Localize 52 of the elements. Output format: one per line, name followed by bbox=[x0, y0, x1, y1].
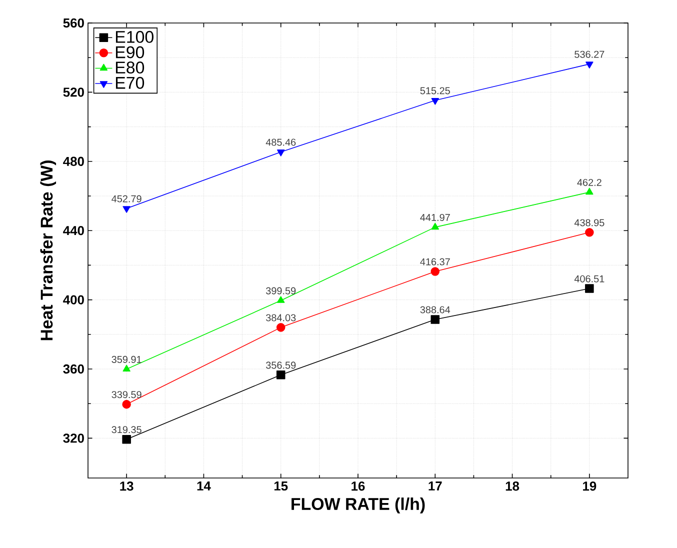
point bbox=[586, 188, 594, 195]
point bbox=[431, 222, 439, 230]
point bbox=[430, 315, 440, 324]
data-label: 462.2 bbox=[577, 178, 602, 186]
data-label: 515.25 bbox=[420, 87, 450, 94]
y-tick-label: 360 bbox=[63, 364, 84, 374]
x-axis-title: FLOW RATE (l/h) bbox=[292, 498, 425, 514]
data-label: 536.27 bbox=[574, 50, 604, 58]
data-label: 388.64 bbox=[420, 306, 450, 314]
x-tick-label: 18 bbox=[506, 482, 520, 491]
x-tick-label: 16 bbox=[352, 482, 365, 491]
point bbox=[430, 267, 440, 276]
y-tick-label: 520 bbox=[63, 88, 84, 97]
legend-label: E100 bbox=[116, 30, 154, 43]
point bbox=[585, 228, 594, 237]
point bbox=[122, 434, 131, 444]
x-tick-label: 13 bbox=[120, 482, 134, 491]
data-label: 319.35 bbox=[112, 426, 142, 434]
data-label: 438.95 bbox=[574, 219, 604, 226]
data-label: 416.37 bbox=[420, 258, 450, 266]
data-label: 406.51 bbox=[574, 275, 604, 282]
legend-label: E70 bbox=[116, 76, 144, 89]
point bbox=[431, 98, 439, 105]
point bbox=[122, 364, 130, 372]
data-label: 441.97 bbox=[420, 214, 450, 222]
data-label: 384.03 bbox=[266, 314, 296, 322]
point bbox=[277, 296, 285, 303]
point bbox=[122, 400, 131, 409]
y-tick-label: 400 bbox=[63, 295, 84, 304]
data-label: 452.79 bbox=[112, 195, 142, 202]
legend-label: E90 bbox=[116, 46, 144, 58]
x-tick-label: 14 bbox=[197, 482, 211, 490]
data-label: 339.59 bbox=[112, 391, 142, 398]
point bbox=[586, 62, 594, 68]
y-tick-label: 480 bbox=[63, 156, 84, 166]
data-label: 359.91 bbox=[112, 356, 142, 363]
y-tick-label: 560 bbox=[63, 18, 84, 28]
x-tick-label: 19 bbox=[583, 482, 596, 491]
point bbox=[277, 150, 285, 156]
y-axis-title: Heat Transfer Rate (W) bbox=[40, 160, 56, 340]
point bbox=[585, 284, 594, 293]
y-tick-label: 440 bbox=[63, 226, 84, 236]
point bbox=[122, 206, 130, 213]
x-tick-label: 15 bbox=[274, 482, 288, 491]
data-label: 399.59 bbox=[266, 287, 296, 294]
y-tick-label: 320 bbox=[63, 434, 84, 443]
x-tick-label: 17 bbox=[428, 482, 442, 490]
data-label: 485.46 bbox=[266, 138, 296, 146]
point bbox=[276, 323, 286, 332]
point bbox=[276, 370, 286, 380]
legend-label: E80 bbox=[116, 62, 144, 74]
data-label: 356.59 bbox=[266, 362, 296, 369]
